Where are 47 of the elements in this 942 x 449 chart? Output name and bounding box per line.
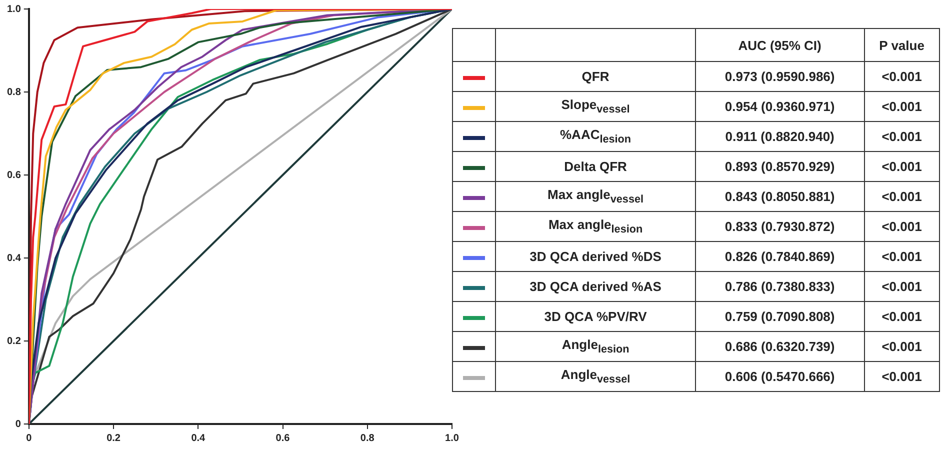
text: 0.686 (0.6320.739) [696,332,864,362]
text: Slope$_{vessel}$ [496,92,696,122]
text: Max angle$_{vessel}$ [496,182,696,212]
text: 0.826 (0.7840.869) [696,242,864,272]
text: <0.001 [864,212,940,242]
text: <0.001 [864,122,940,152]
text: AUC (95% CI) [696,28,864,62]
text: <0.001 [864,92,940,122]
text: Angle$_{vessel}$ [496,362,696,392]
x-tick-label: 0.2 [106,432,121,444]
x-tick-label: 1.0 [445,432,460,444]
text: 3D QCA derived %DS [496,242,696,272]
text: Angle$_{lesion}$ [496,332,696,362]
text: 0.893 (0.8570.929) [696,152,864,182]
y-tick-label: 0.2 [6,336,22,347]
text: Max angle$_{lesion}$ [496,212,696,242]
y-tick-label: 0.4 [6,252,22,264]
text: <0.001 [864,272,940,302]
text: 0.606 (0.5470.666) [696,362,864,392]
text: 0.954 (0.9360.971) [696,92,864,122]
text: 3D QCA derived %AS [496,272,696,302]
text: 3D QCA %PV/RV [496,302,696,332]
text: Delta QFR [496,152,696,182]
text: 0.786 (0.7380.833) [696,272,864,302]
x-tick-label: 0 [26,432,32,444]
text: 0.973 (0.9590.986) [696,62,864,92]
y-tick-label: 0.8 [6,86,22,98]
text: QFR [496,62,696,92]
text: <0.001 [864,242,940,272]
text: 0.911 (0.8820.940) [696,122,864,152]
text: P value [864,28,940,62]
text: %AAC$_{lesion}$ [496,122,696,152]
text: <0.001 [864,62,940,92]
y-tick-label: 0.6 [6,170,22,181]
text: 0.759 (0.7090.808) [696,302,864,332]
text: 0.833 (0.7930.872) [696,212,864,242]
y-tick-label: 0 [15,418,22,430]
text: <0.001 [864,332,940,362]
text: <0.001 [864,362,940,392]
text: <0.001 [864,182,940,212]
y-tick-label: 1.0 [6,4,22,15]
text: <0.001 [864,152,940,182]
x-tick-label: 0.6 [276,432,290,444]
x-tick-label: 0.4 [191,432,206,444]
text: <0.001 [864,302,940,332]
text: 0.843 (0.8050.881) [696,182,864,212]
x-tick-label: 0.8 [360,432,375,444]
